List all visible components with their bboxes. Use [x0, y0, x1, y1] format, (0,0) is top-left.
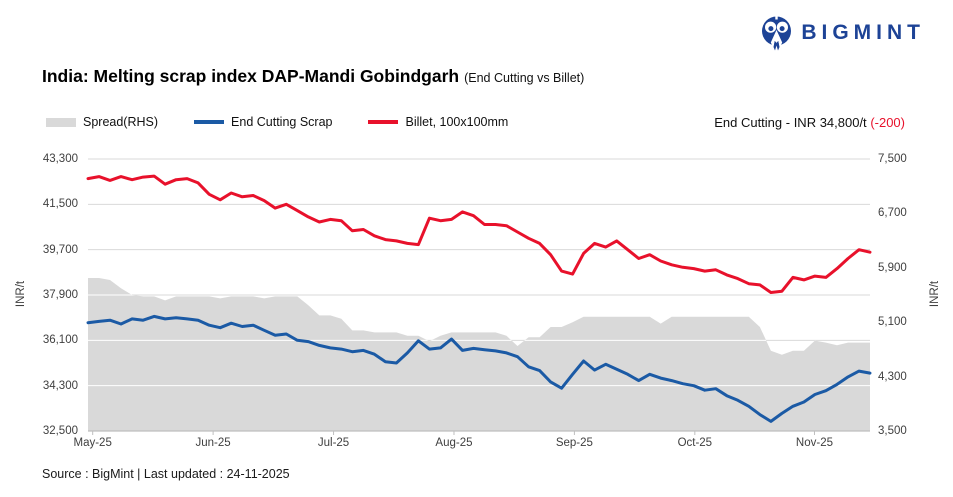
y-left-tick-label: 37,900 [42, 289, 78, 301]
latest-price-change: (-200) [870, 115, 905, 130]
y-left-tick-label: 34,300 [42, 379, 78, 392]
legend-swatch [46, 117, 76, 127]
chart-title: India: Melting scrap index DAP-Mandi Gob… [42, 66, 584, 87]
legend-item-end-cutting-scrap: End Cutting Scrap [194, 115, 332, 129]
y-left-tick-label: 43,300 [42, 153, 78, 165]
latest-price-annotation: End Cutting - INR 34,800/t (-200) [714, 115, 905, 130]
y-right-tick-label: 4,300 [878, 370, 907, 383]
legend-item-spread-rhs-: Spread(RHS) [46, 115, 158, 129]
legend-label: Billet, 100x100mm [405, 115, 509, 129]
x-tick-label: Nov-25 [795, 437, 833, 449]
x-tick-label: Sep-25 [555, 437, 593, 449]
x-tick-label: Aug-25 [435, 437, 473, 449]
y-right-tick-label: 6,700 [878, 207, 907, 220]
bigmint-logo-icon [762, 15, 792, 51]
x-tick-label: Jul-25 [317, 437, 350, 449]
y-left-tick-label: 32,500 [42, 425, 78, 437]
bigmint-logo: BIGMINT [760, 15, 925, 51]
source-note: Source : BigMint | Last updated : 24-11-… [42, 467, 290, 481]
y-right-tick-label: 7,500 [878, 153, 907, 165]
y-right-tick-label: 3,500 [878, 425, 907, 437]
chart-plot-area [86, 158, 872, 435]
y-right-tick-label: 5,100 [878, 316, 907, 329]
y-left-tick-label: 36,100 [42, 334, 78, 347]
chart-title-main: India: Melting scrap index DAP-Mandi Gob… [42, 66, 460, 86]
x-tick-label: Jun-25 [195, 437, 231, 449]
legend-label: End Cutting Scrap [231, 115, 333, 129]
latest-price-label: End Cutting - INR 34,800/t [714, 115, 867, 130]
y-left-tick-label: 39,700 [42, 243, 78, 256]
legend-item-billet-100x100mm: Billet, 100x100mm [368, 115, 508, 129]
x-tick-label: Oct-25 [677, 437, 713, 449]
bigmint-logo-text: BIGMINT [801, 21, 925, 44]
y-left-tick-label: 41,500 [42, 198, 78, 211]
legend-swatch [194, 120, 225, 124]
y-right-tick-label: 5,900 [878, 261, 907, 274]
spread-area [88, 278, 870, 431]
x-tick-label: May-25 [73, 437, 112, 449]
billet-100x100mm-line [86, 174, 872, 294]
legend-label: Spread(RHS) [83, 115, 159, 129]
chart-title-sub: (End Cutting vs Billet) [464, 71, 585, 85]
end-cutting-scrap-line [86, 314, 872, 423]
chart-legend: Spread(RHS) End Cutting Scrap Billet, 100x… [46, 115, 508, 129]
right-axis-title: INR/t [929, 280, 942, 308]
legend-swatch [368, 120, 399, 124]
